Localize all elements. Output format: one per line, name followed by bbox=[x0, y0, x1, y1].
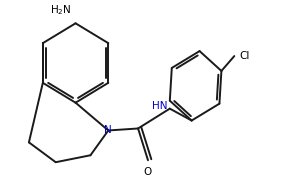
Text: N: N bbox=[104, 125, 112, 136]
Text: O: O bbox=[144, 167, 152, 177]
Text: Cl: Cl bbox=[239, 51, 250, 61]
Text: HN: HN bbox=[152, 101, 168, 111]
Text: H$_2$N: H$_2$N bbox=[50, 4, 71, 17]
